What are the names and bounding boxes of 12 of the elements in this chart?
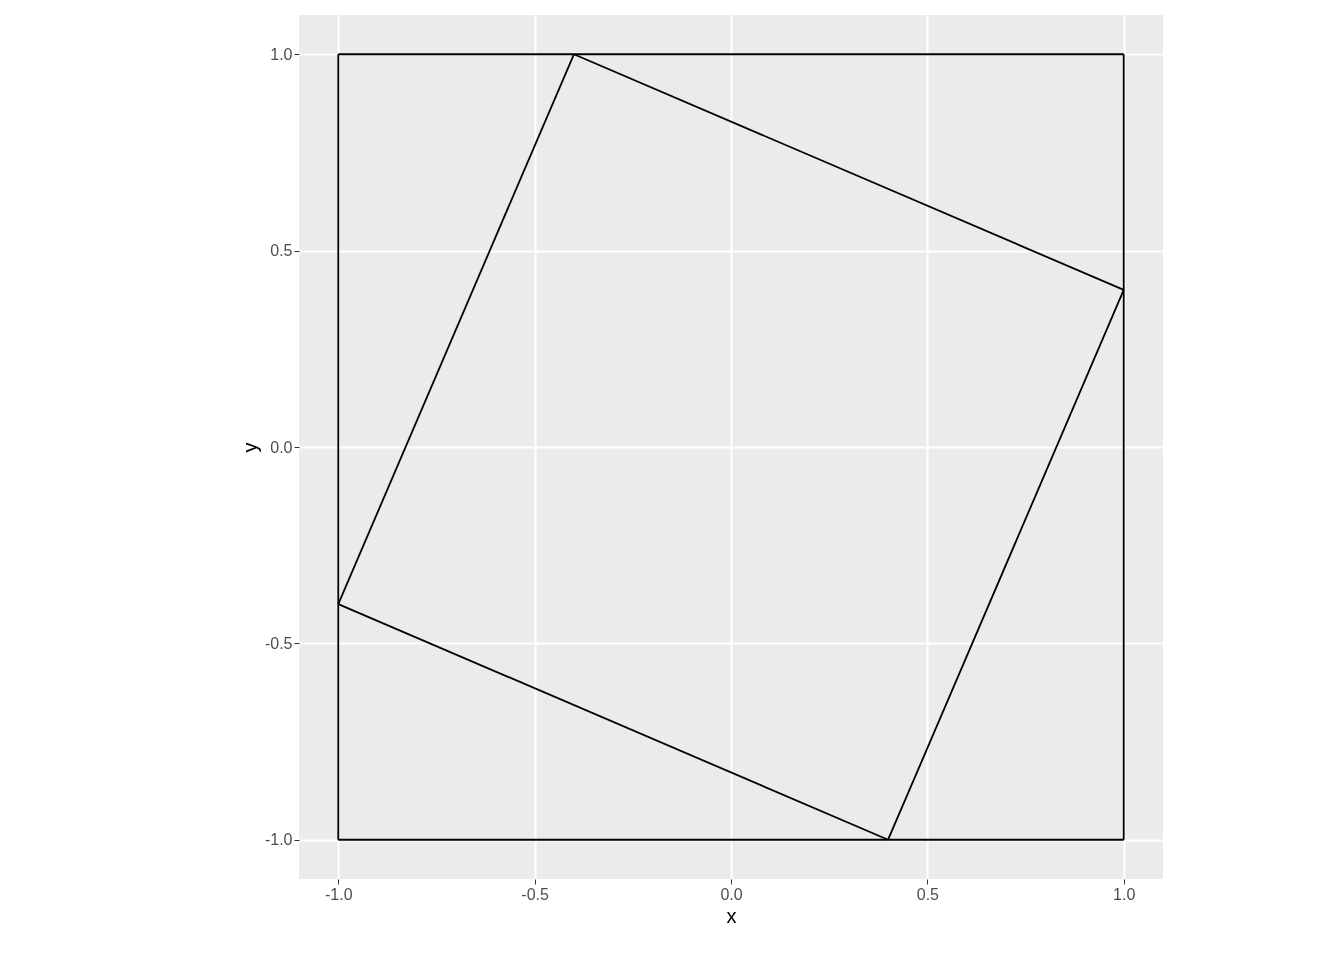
x-tick-label: -1.0 — [324, 885, 353, 903]
x-tick-label: 0.5 — [916, 885, 940, 903]
y-tick-label: -1.0 — [264, 831, 293, 849]
y-tick-label: 0.0 — [270, 438, 293, 456]
y-tick-label: 1.0 — [270, 45, 293, 63]
x-tick-label: 0.0 — [720, 885, 743, 903]
y-tick-label: 0.5 — [270, 242, 293, 260]
y-tick-label: -0.5 — [264, 634, 293, 652]
x-tick-label: 1.0 — [1113, 885, 1136, 903]
x-axis-title: x — [726, 904, 737, 927]
x-tick-label: -0.5 — [521, 885, 550, 903]
y-axis-title: y — [238, 442, 261, 453]
